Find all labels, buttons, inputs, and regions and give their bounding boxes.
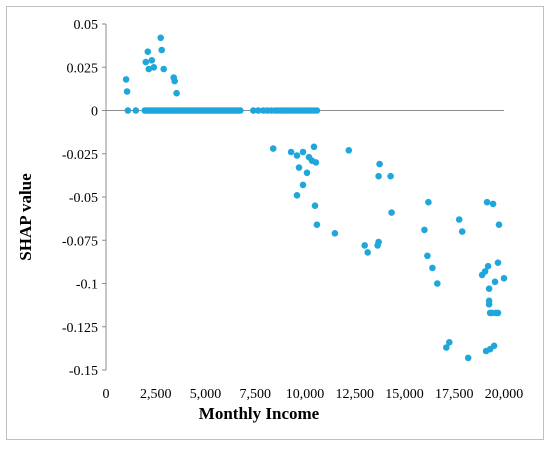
- data-point: [145, 65, 153, 73]
- data-point: [158, 46, 165, 54]
- y-tick-label: -0.05: [69, 191, 98, 206]
- data-point: [485, 285, 493, 293]
- tick-labels: 0 2,500 5,000 7,500 10,000 12,500 15,000 17,500…: [62, 18, 523, 402]
- x-tick-label: 0: [103, 387, 110, 402]
- data-point: [425, 198, 432, 206]
- data-point: [375, 238, 382, 246]
- data-point: [171, 77, 178, 85]
- data-point: [148, 57, 156, 64]
- data-point: [455, 216, 463, 223]
- data-point: [434, 280, 441, 287]
- x-axis-title: Monthly Income: [199, 404, 320, 423]
- x-tick-label: 2,500: [140, 387, 172, 402]
- y-tick-label: 0.025: [67, 61, 99, 76]
- data-point: [269, 145, 277, 152]
- x-tick-label: 7,500: [240, 387, 272, 402]
- data-point: [387, 172, 394, 180]
- y-axis-title: SHAP value: [16, 173, 35, 261]
- data-point: [254, 107, 262, 114]
- x-tick-label: 20,000: [485, 387, 524, 402]
- data-point: [500, 275, 508, 282]
- data-point: [485, 301, 493, 308]
- y-tick-label: 0.05: [74, 18, 99, 33]
- data-point: [157, 34, 164, 42]
- data-point: [132, 107, 140, 114]
- data-point: [150, 64, 158, 71]
- y-tick-label: -0.025: [62, 148, 98, 163]
- data-point: [299, 181, 307, 189]
- data-point: [446, 339, 453, 346]
- data-point: [483, 198, 491, 206]
- data-point: [495, 221, 503, 228]
- data-point: [313, 221, 321, 228]
- data-point: [293, 192, 301, 199]
- chart-frame: 0 2,500 5,000 7,500 10,000 12,500 15,000 17,500…: [6, 6, 544, 440]
- data-point: [142, 58, 150, 66]
- x-tick-label: 5,000: [190, 387, 222, 402]
- data-point: [311, 202, 319, 209]
- data-point: [443, 344, 450, 351]
- data-point: [491, 278, 499, 286]
- data-point: [490, 342, 498, 350]
- data-point: [388, 209, 395, 216]
- y-tick-label: -0.075: [62, 234, 98, 249]
- x-tick-label: 10,000: [286, 387, 325, 402]
- y-tick-label: 0: [91, 105, 98, 120]
- x-tick-label: 12,500: [336, 387, 375, 402]
- data-point: [250, 107, 257, 114]
- data-point: [287, 148, 295, 156]
- data-point: [160, 65, 167, 73]
- data-point: [123, 88, 131, 95]
- data-point: [494, 309, 502, 317]
- data-point: [458, 228, 466, 235]
- data-point: [237, 107, 244, 114]
- data-point: [303, 169, 311, 177]
- data-point: [489, 200, 497, 208]
- data-point: [364, 249, 372, 256]
- data-point: [429, 264, 436, 272]
- data-point: [295, 164, 303, 171]
- x-tick-label: 17,500: [435, 387, 474, 402]
- data-point: [299, 148, 307, 156]
- data-point: [124, 107, 132, 114]
- scatter-chart: 0 2,500 5,000 7,500 10,000 12,500 15,000 17,500…: [16, 18, 523, 423]
- data-point: [345, 147, 353, 154]
- data-point: [293, 152, 301, 159]
- data-point: [481, 268, 489, 275]
- y-tick-label: -0.1: [76, 278, 98, 293]
- data-point: [144, 48, 152, 55]
- data-point: [424, 252, 431, 260]
- data-point: [375, 172, 382, 180]
- x-tick-label: 15,000: [385, 387, 424, 402]
- data-point: [421, 226, 428, 234]
- data-point: [494, 259, 502, 266]
- data-point: [464, 354, 472, 362]
- y-tick-label: -0.15: [69, 364, 98, 379]
- data-point: [331, 230, 339, 237]
- data-point: [122, 76, 130, 83]
- axes: [102, 23, 504, 371]
- data-point: [361, 242, 369, 249]
- data-point: [312, 159, 320, 166]
- data-point: [173, 89, 180, 97]
- data-point: [376, 160, 383, 168]
- data-point: [310, 143, 318, 151]
- y-tick-label: -0.125: [62, 321, 98, 336]
- data-point: [484, 262, 492, 270]
- data-points: [122, 34, 508, 362]
- data-point: [313, 107, 321, 114]
